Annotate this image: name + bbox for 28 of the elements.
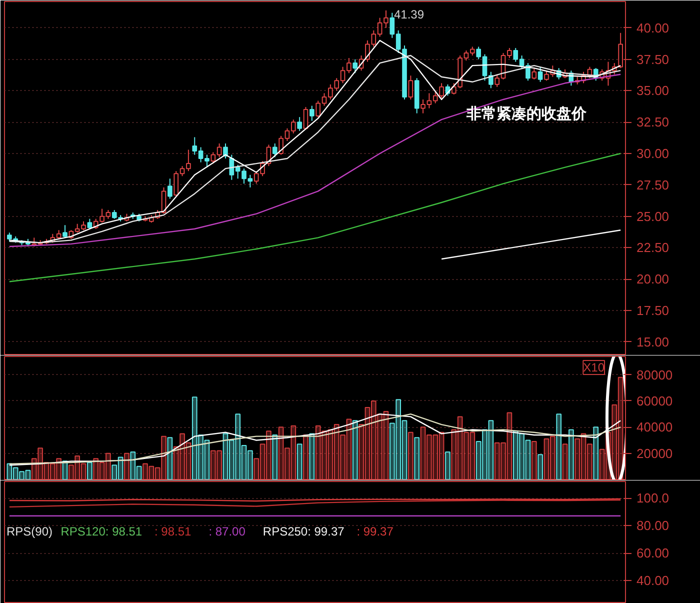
series-label: : 98.51 <box>154 524 192 538</box>
y-tick-label: 32.50 <box>636 114 670 130</box>
y-tick-label: 100.0 <box>636 490 670 506</box>
y-tick-label: 60.00 <box>636 546 670 560</box>
y-tick-label: 22.50 <box>636 240 670 256</box>
annotation: 非常紧凑的收盘价 <box>466 104 588 122</box>
y-tick-label: 60000 <box>636 393 673 408</box>
annotation: RPS120: 98.51 <box>60 524 142 538</box>
y-tick-label: 30.00 <box>636 146 670 162</box>
y-tick-label: 25.00 <box>636 208 670 224</box>
y-tick-label: 17.50 <box>636 303 670 318</box>
y-tick-label: 80000 <box>636 367 673 382</box>
y-tick-label: 20000 <box>636 446 673 461</box>
y-tick-label: 40.00 <box>636 20 670 36</box>
annotation: RPS250: 99.37 <box>262 524 345 538</box>
y-tick-label: 40000 <box>636 420 673 435</box>
annotation: 41.39 <box>394 7 424 22</box>
series-label: : 87.00 <box>208 524 246 538</box>
y-tick-label: 20.00 <box>636 272 670 287</box>
y-tick-label: 35.00 <box>636 83 670 98</box>
y-tick-label: 40.00 <box>636 573 670 588</box>
y-tick-label: 27.50 <box>636 177 670 192</box>
y-tick-label: 37.50 <box>636 52 670 67</box>
y-tick-label: 80.00 <box>636 518 670 533</box>
text: : 99.37 <box>356 524 394 538</box>
y-tick-label: 15.00 <box>636 334 670 350</box>
text: RPS(90) <box>6 524 53 538</box>
annotation: X10 <box>583 360 605 374</box>
